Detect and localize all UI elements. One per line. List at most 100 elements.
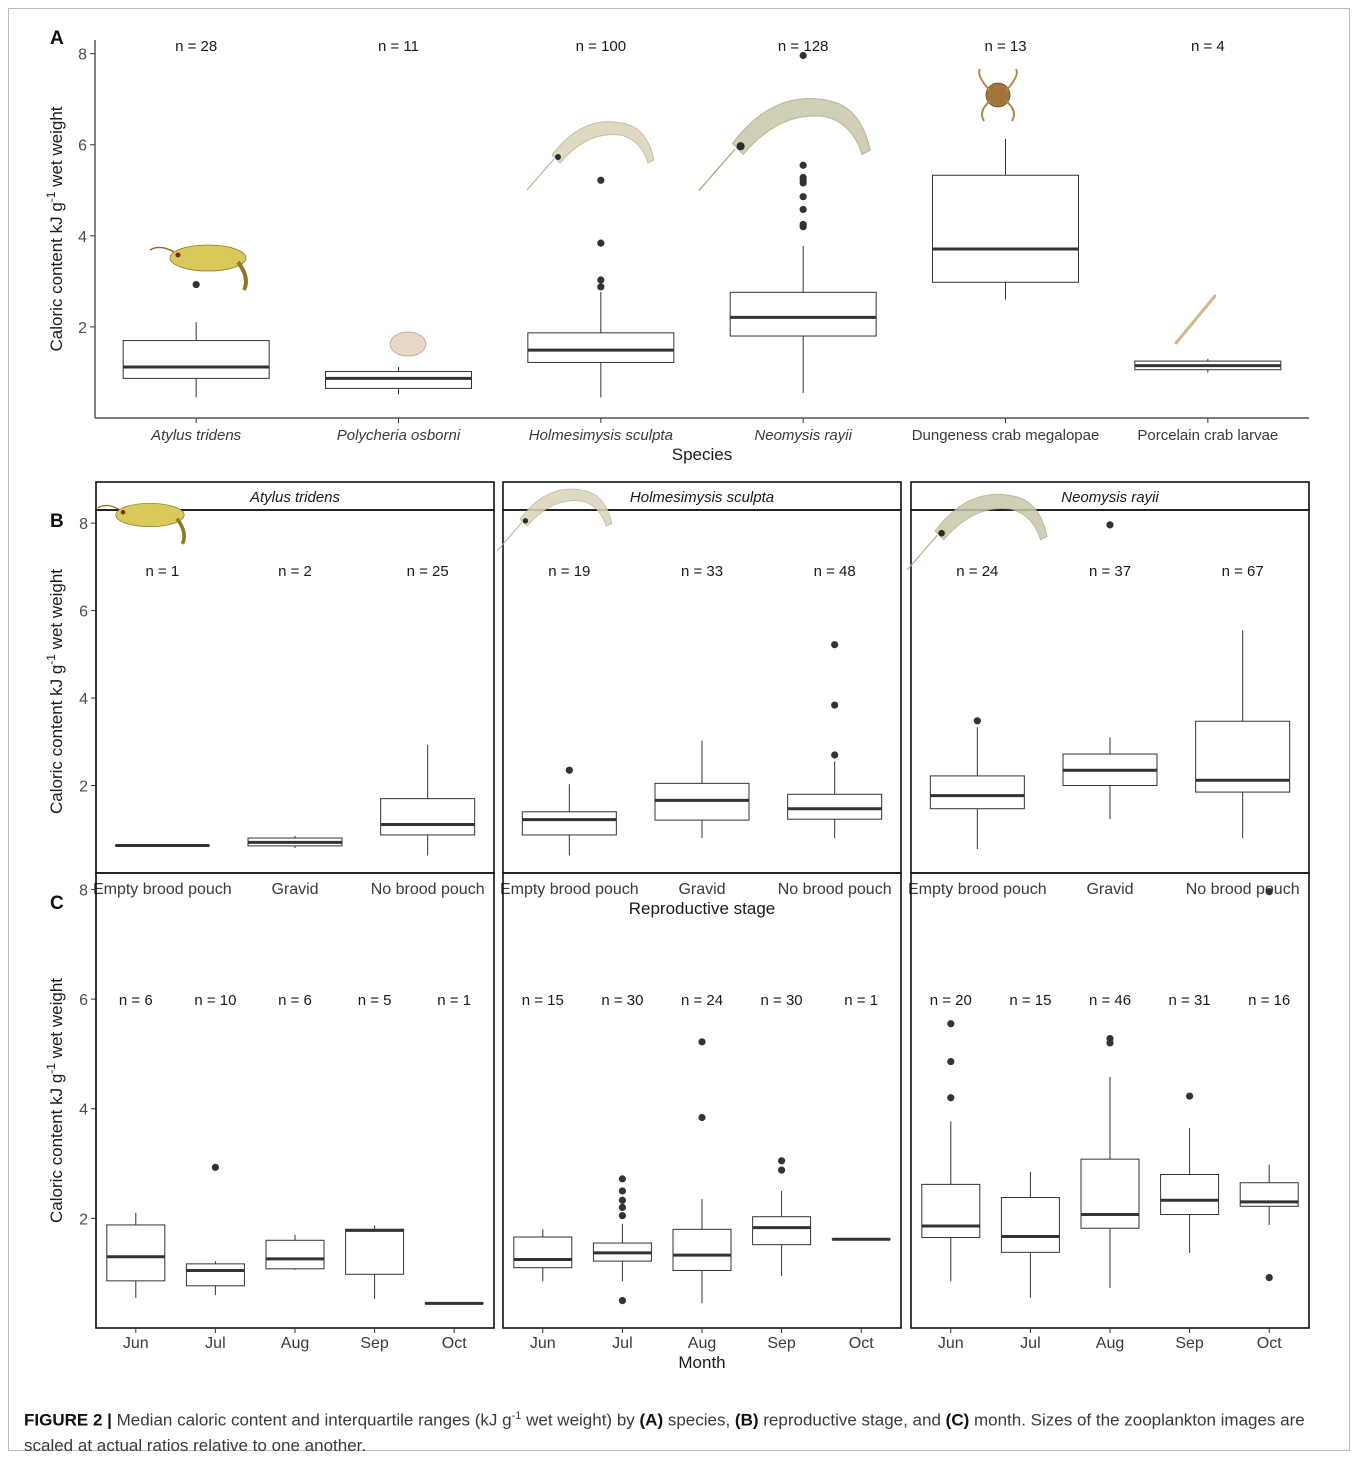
outlier-point — [597, 283, 605, 291]
iqr-box — [921, 1183, 981, 1239]
x-tick-label: Aug — [688, 1335, 716, 1352]
iqr-box — [185, 1263, 245, 1287]
x-tick-label: Sep — [1175, 1335, 1204, 1352]
outlier-point — [618, 1212, 627, 1220]
y-tick-label: 6 — [78, 138, 87, 155]
outlier-point — [947, 1020, 955, 1028]
outlier-point — [597, 276, 605, 284]
iqr-box — [1000, 1197, 1060, 1253]
outlier-point — [778, 1166, 786, 1174]
porcelain-larva-image — [1174, 294, 1217, 345]
outlier-point — [799, 220, 807, 229]
outlier-point — [618, 1296, 627, 1305]
y-axis-label-tail: wet weight — [47, 978, 66, 1063]
n-label: n = 128 — [778, 38, 828, 55]
n-label: n = 13 — [984, 38, 1026, 55]
species-box — [932, 138, 1079, 300]
y-tick-label: 6 — [79, 604, 88, 621]
x-tick-label: Dungeness crab megalopae — [912, 427, 1100, 444]
facet-title: Atylus tridens — [249, 489, 341, 506]
outlier-point — [698, 1038, 706, 1046]
panel-letter-b: B — [50, 511, 64, 532]
x-tick-label: Gravid — [678, 881, 725, 898]
month-box — [265, 1234, 325, 1270]
iqr-box — [672, 1228, 732, 1271]
caption-text-1: Median caloric content and interquartile… — [111, 1410, 512, 1430]
n-label: n = 67 — [1222, 563, 1264, 580]
n-label: n = 30 — [761, 992, 803, 1009]
panel-letter-c: C — [50, 893, 64, 914]
species-box — [527, 176, 675, 398]
caption-panel-b: (B) — [734, 1410, 759, 1430]
n-label: n = 24 — [681, 992, 723, 1009]
dungeness-megalopa-image — [978, 68, 1018, 122]
caption-panel-a: (A) — [639, 1410, 664, 1430]
n-label: n = 1 — [145, 563, 179, 580]
n-label: n = 11 — [378, 38, 419, 55]
x-tick-label: Jun — [123, 1335, 149, 1352]
month-box — [513, 1229, 573, 1282]
outlier-point — [1106, 1034, 1114, 1043]
x-tick-label: Polycheria osborni — [337, 427, 461, 444]
y-axis-label-sup: -1 — [44, 191, 58, 202]
stage-box — [1195, 630, 1291, 839]
caption-sup: -1 — [511, 1410, 522, 1422]
month-box — [1160, 1092, 1220, 1253]
n-label: n = 1 — [437, 992, 471, 1009]
iqr-box — [1239, 1182, 1299, 1207]
y-axis-label-sup: -1 — [44, 1063, 58, 1074]
x-tick-label: Oct — [849, 1335, 874, 1352]
iqr-box — [513, 1236, 573, 1269]
x-tick-label: Empty brood pouch — [93, 881, 232, 898]
iqr-box — [325, 371, 472, 389]
outlier-point — [799, 193, 807, 201]
month-box — [1080, 1034, 1140, 1288]
outlier-point — [565, 766, 573, 774]
x-tick-label: Holmesimysis sculpta — [529, 427, 673, 444]
month-box — [1239, 888, 1299, 1282]
panel-letter-a: A — [50, 28, 64, 49]
y-axis-label-sup: -1 — [44, 654, 58, 665]
outlier-point — [1186, 1092, 1194, 1100]
x-axis-title: Month — [678, 1353, 725, 1372]
y-tick-label: 8 — [78, 47, 87, 64]
outlier-point — [698, 1113, 706, 1122]
y-tick-label: 2 — [78, 320, 87, 337]
outlier-point — [192, 280, 200, 289]
outlier-point — [618, 1175, 627, 1183]
outlier-point — [1265, 888, 1273, 896]
x-axis-title: Species — [672, 445, 732, 464]
month-box — [752, 1157, 812, 1276]
x-tick-label: Empty brood pouch — [500, 881, 639, 898]
iqr-box — [527, 332, 675, 363]
month-box — [345, 1225, 405, 1299]
n-label: n = 100 — [576, 38, 626, 55]
caption-panel-c: (C) — [945, 1410, 970, 1430]
n-label: n = 4 — [1191, 38, 1225, 55]
month-box — [921, 1020, 981, 1282]
n-label: n = 48 — [814, 563, 856, 580]
stage-box — [521, 766, 617, 856]
x-tick-label: Aug — [1096, 1335, 1124, 1352]
stage-box — [247, 835, 343, 849]
n-label: n = 24 — [956, 563, 998, 580]
species-box — [729, 51, 877, 393]
n-label: n = 1 — [844, 992, 878, 1009]
polycheria-image — [389, 331, 427, 357]
n-label: n = 16 — [1248, 992, 1290, 1009]
iqr-box — [752, 1216, 812, 1246]
x-tick-label: Jul — [205, 1335, 225, 1352]
y-axis-label-main: Caloric content kJ g — [47, 202, 66, 351]
x-tick-label: Gravid — [271, 881, 318, 898]
stage-box — [929, 717, 1025, 849]
outlier-point — [947, 1057, 955, 1066]
n-label: n = 28 — [175, 38, 217, 55]
outlier-point — [597, 176, 605, 184]
y-tick-label: 4 — [79, 691, 88, 708]
iqr-box — [345, 1228, 405, 1275]
outlier-point — [799, 51, 807, 60]
n-label: n = 15 — [522, 992, 564, 1009]
iqr-box — [929, 775, 1025, 810]
outlier-point — [799, 173, 807, 182]
